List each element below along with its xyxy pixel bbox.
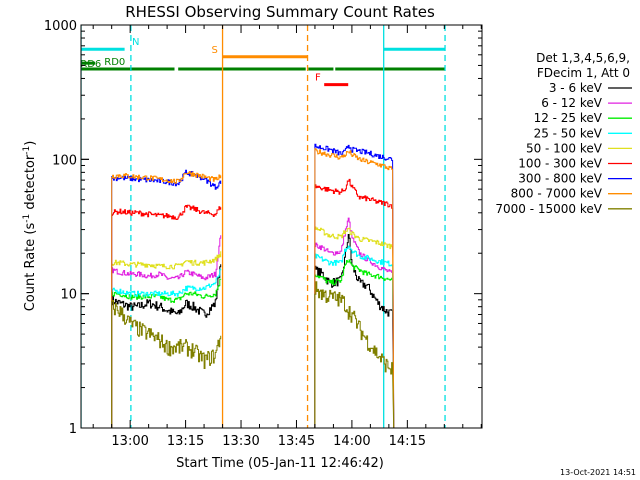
x-axis: 13:00 13:15 13:30 13:45 14:00 14:15 bbox=[92, 25, 482, 449]
x-axis-label: Start Time (05-Jan-11 12:46:42) bbox=[176, 456, 384, 471]
x-tick-label: 13:45 bbox=[278, 434, 315, 449]
series-line bbox=[314, 281, 395, 428]
series-line bbox=[314, 234, 395, 428]
legend-title-line-1: Det 1,3,4,5,6,9, bbox=[536, 51, 630, 65]
flag-rd6-label: RD6 bbox=[80, 59, 101, 70]
y-label-sup-2: -1 bbox=[22, 146, 32, 155]
y-label-part-3: ) bbox=[23, 141, 38, 146]
series-line bbox=[314, 148, 395, 428]
time-markers bbox=[81, 25, 446, 428]
legend-label: 12 - 25 keV bbox=[534, 111, 603, 125]
series-line bbox=[111, 251, 222, 428]
legend-label: 6 - 12 keV bbox=[541, 96, 603, 110]
legend-label: 3 - 6 keV bbox=[549, 81, 603, 95]
y-tick-label: 10 bbox=[60, 288, 77, 303]
y-axis-label: Count Rate (s-1 detector-1) bbox=[22, 141, 38, 312]
y-tick-label: 1000 bbox=[44, 19, 77, 34]
series-line bbox=[314, 143, 395, 428]
series-line bbox=[111, 204, 222, 428]
footer-date: 13-Oct-2021 14:51 bbox=[560, 468, 636, 477]
series-line bbox=[314, 226, 395, 428]
legend-label: 800 - 7000 keV bbox=[511, 187, 603, 201]
series-line bbox=[111, 235, 222, 428]
series-line bbox=[111, 171, 222, 428]
flag-f-label: F bbox=[315, 73, 321, 84]
flag-s-label: S bbox=[211, 45, 217, 56]
legend-label: 50 - 100 keV bbox=[526, 141, 603, 155]
series-lines bbox=[111, 143, 395, 428]
series-line bbox=[111, 169, 222, 428]
series-line bbox=[314, 217, 395, 428]
y-label-sup-1: -1 bbox=[22, 214, 32, 223]
series-line bbox=[314, 245, 395, 428]
legend-label: 300 - 800 keV bbox=[518, 172, 602, 186]
series-line bbox=[314, 178, 395, 428]
chart-title: RHESSI Observing Summary Count Rates bbox=[125, 3, 435, 21]
plot-frame bbox=[80, 24, 483, 429]
legend-label: 100 - 300 keV bbox=[518, 157, 602, 171]
x-tick-label: 13:15 bbox=[167, 434, 204, 449]
flag-n-label: N bbox=[132, 37, 139, 48]
y-tick-label: 1 bbox=[69, 422, 77, 437]
series-line bbox=[111, 268, 222, 428]
x-tick-label: 13:00 bbox=[111, 434, 148, 449]
x-tick-label: 13:30 bbox=[222, 434, 259, 449]
y-label-part-1: Count Rate (s bbox=[23, 223, 38, 312]
legend-label: 25 - 50 keV bbox=[534, 126, 603, 140]
legend-title-line-2: FDecim 1, Att 0 bbox=[537, 66, 630, 80]
series-line bbox=[314, 259, 395, 428]
y-label-part-2: detector bbox=[23, 154, 38, 214]
flag-rd0-label: RD0 bbox=[104, 57, 125, 68]
x-tick-label: 14:00 bbox=[333, 434, 370, 449]
series-line bbox=[111, 300, 222, 428]
series-line bbox=[111, 264, 222, 428]
y-axis: 1 10 100 1000 bbox=[44, 19, 482, 437]
x-tick-label: 14:15 bbox=[389, 434, 426, 449]
legend-label: 7000 - 15000 keV bbox=[495, 202, 602, 216]
y-tick-label: 100 bbox=[52, 153, 77, 168]
series-line bbox=[111, 278, 222, 428]
